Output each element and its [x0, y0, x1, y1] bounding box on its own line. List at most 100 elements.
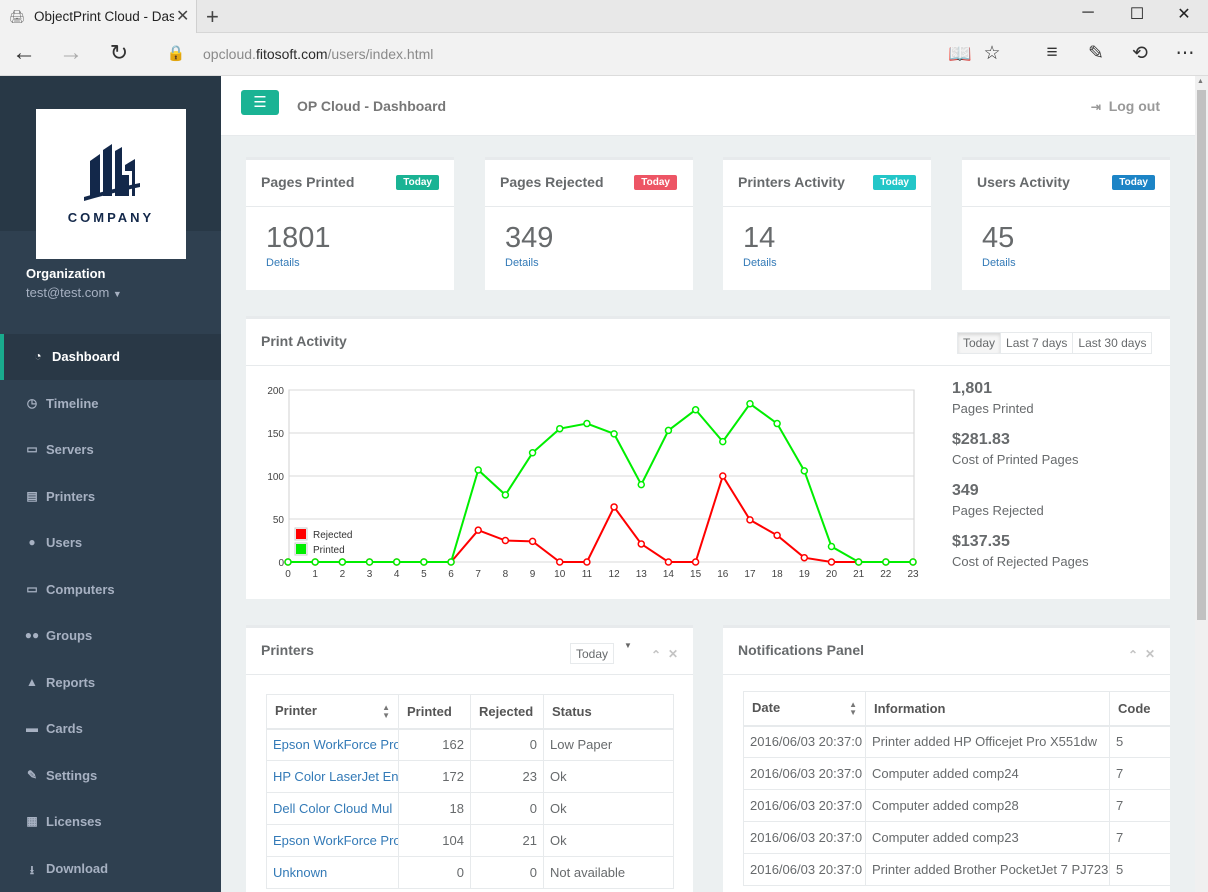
org-email-dropdown[interactable]: test@test.com ▼	[26, 285, 122, 300]
range-7-days-button[interactable]: Last 7 days	[1001, 333, 1074, 353]
close-tab-icon[interactable]: ✕	[176, 8, 190, 25]
page-scrollbar[interactable]: ▲	[1195, 76, 1208, 892]
table-row: 2016/06/03 20:37:0 Printer added Brother …	[743, 853, 1170, 886]
more-icon[interactable]: ⋯	[1175, 43, 1195, 64]
sidebar-item-computers[interactable]: ▭ Computers	[0, 567, 221, 613]
range-30-days-button[interactable]: Last 30 days	[1078, 336, 1147, 350]
pages-printed-details-link[interactable]: Details	[266, 257, 300, 269]
table-cell: Ok	[543, 824, 674, 857]
printers-filter-dropdown[interactable]: Today	[570, 643, 615, 664]
series-line-printed	[288, 402, 913, 563]
minimize-icon[interactable]: ─	[1082, 4, 1094, 21]
maximize-icon[interactable]: ☐	[1129, 6, 1145, 23]
table-row: Epson WorkForce Pro 104 21 Ok	[266, 824, 674, 857]
table-row: 2016/06/03 20:37:0 Printer added HP Offic…	[743, 725, 1170, 758]
close-icon[interactable]: ✕	[1145, 647, 1156, 661]
printers-filter-value[interactable]: Today	[576, 647, 609, 661]
web-note-icon[interactable]: ✎	[1088, 43, 1104, 64]
clock-icon: ◷	[26, 395, 38, 410]
pages-rejected-details-link[interactable]: Details	[505, 257, 539, 269]
notifications-card: Notifications Panel ⌃ ✕ Date ▲ ▼ Informatio…	[723, 625, 1170, 892]
table-cell[interactable]: Epson WorkForce Pro	[266, 824, 399, 857]
sort-icon[interactable]: ▲ ▼	[382, 702, 390, 720]
sidebar-item-printers[interactable]: ▤ Printers	[0, 474, 221, 520]
legend-swatch-rejected	[296, 529, 306, 539]
sidebar-item-dashboard[interactable]: ◔ Dashboard	[0, 334, 221, 380]
sort-icon[interactable]: ▲ ▼	[849, 699, 857, 717]
table-cell[interactable]: Epson WorkForce Pro	[266, 728, 399, 761]
sidebar-item-reports[interactable]: ▲ Reports	[0, 660, 221, 706]
table-cell[interactable]: Dell Color Cloud Mul	[266, 792, 399, 825]
column-header[interactable]: Printed	[398, 694, 471, 730]
sidebar-item-cards[interactable]: ▬ Cards	[0, 706, 221, 752]
logout-link[interactable]: ⇥ Log out	[1090, 98, 1160, 114]
column-header[interactable]: Status	[543, 694, 674, 730]
collapse-icon[interactable]: ⌃	[651, 648, 662, 662]
card-separator	[246, 674, 693, 675]
collapse-icon[interactable]: ⌃	[1128, 648, 1139, 662]
printers-activity-details-link[interactable]: Details	[743, 257, 777, 269]
printers-title: Printers	[261, 642, 314, 658]
forward-icon[interactable]: →	[59, 39, 83, 66]
table-cell[interactable]: Unknown	[266, 856, 399, 889]
data-point-printed	[691, 406, 700, 414]
scroll-thumb[interactable]	[1197, 90, 1206, 620]
printers-activity-card: Printers Activity Today 14 Details	[723, 157, 931, 290]
table-cell: 5	[1109, 853, 1170, 886]
users-activity-details-link[interactable]: Details	[982, 257, 1016, 269]
reading-view-icon[interactable]: 📖	[948, 44, 972, 65]
table-cell[interactable]: HP Color LaserJet Ent	[266, 760, 399, 793]
logo-text: COMPANY	[67, 210, 155, 225]
data-point-printed	[474, 466, 482, 474]
column-header[interactable]: Rejected	[470, 694, 544, 730]
hub-icon[interactable]: ≡	[1046, 42, 1058, 63]
x-tick-label: 23	[907, 569, 919, 580]
data-point-printed	[610, 430, 618, 438]
range-today-button[interactable]: Today	[958, 333, 1002, 353]
refresh-icon[interactable]: ↻	[109, 40, 129, 65]
sign-out-icon: ⇥	[1090, 100, 1101, 114]
sidebar-item-timeline[interactable]: ◷ Timeline	[0, 381, 221, 427]
x-tick-label: 19	[799, 569, 811, 580]
sidebar-item-settings[interactable]: ✎ Settings	[0, 753, 221, 799]
menu-toggle-button[interactable]: ☰	[241, 90, 279, 115]
data-point-rejected	[610, 503, 618, 511]
sidebar-item-users[interactable]: ● Users	[0, 520, 221, 566]
column-header[interactable]: Printer ▲ ▼	[266, 694, 399, 730]
window-close-icon[interactable]: ✕	[1177, 6, 1191, 23]
sidebar-item-label: Dashboard	[52, 349, 120, 364]
data-point-printed	[311, 558, 319, 566]
back-icon[interactable]: ←	[12, 39, 36, 66]
column-header[interactable]: Date ▲ ▼	[743, 691, 866, 727]
summary-value: $281.83	[952, 431, 1010, 448]
tachometer-icon: ◔	[34, 349, 42, 363]
x-tick-label: 10	[554, 569, 566, 580]
sidebar-item-servers[interactable]: ▭ Servers	[0, 427, 221, 473]
sidebar-item-groups[interactable]: ●● Groups	[0, 613, 221, 659]
scroll-up-icon[interactable]: ▲	[1197, 78, 1204, 85]
sidebar-item-download[interactable]: ⭳ Download	[0, 846, 221, 892]
table-cell: Computer added comp23	[865, 821, 1110, 854]
column-header[interactable]: Code	[1109, 691, 1170, 727]
caret-down-icon: ▼	[112, 289, 122, 299]
table-cell: 2016/06/03 20:37:0	[743, 821, 866, 854]
new-tab-icon[interactable]: +	[206, 4, 219, 29]
column-header[interactable]: Information	[865, 691, 1110, 727]
x-tick-label: 11	[582, 569, 593, 580]
url-field[interactable]: opcloud.fitosoft.com/users/index.html	[203, 46, 434, 62]
favorite-star-icon[interactable]: ☆	[983, 43, 1001, 64]
browser-tab[interactable]: 🖨 ObjectPrint Cloud - Das ✕	[0, 0, 197, 33]
x-tick-label: 15	[690, 569, 702, 580]
table-cell: Computer added comp28	[865, 789, 1110, 822]
close-icon[interactable]: ✕	[668, 647, 679, 661]
y-tick-label: 200	[267, 386, 284, 397]
sidebar-item-licenses[interactable]: ▦ Licenses	[0, 799, 221, 845]
share-icon[interactable]: ⟲	[1132, 43, 1148, 64]
x-tick-label: 4	[394, 569, 400, 580]
data-point-printed	[284, 558, 292, 566]
data-point-printed	[338, 558, 347, 566]
data-point-printed	[719, 437, 727, 446]
printers-card: Printers Today ▼ ⌃ ✕ Printer ▲ ▼ Printed Rej…	[246, 625, 693, 892]
caret-down-icon[interactable]: ▼	[624, 641, 632, 650]
x-tick-label: 12	[609, 569, 621, 580]
